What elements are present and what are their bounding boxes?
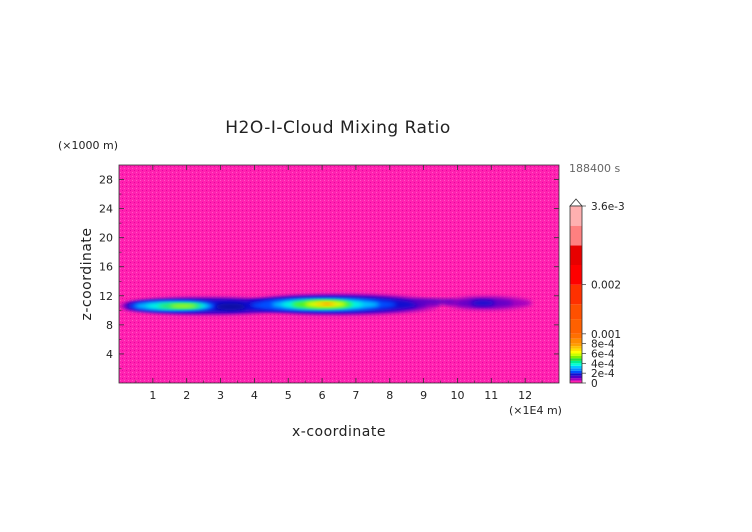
colorbar-band [570,346,582,349]
colorbar-band [570,380,582,383]
colorbar-band [570,351,582,354]
colorbar-band [570,245,582,265]
y-tick-label: 12 [99,290,113,303]
x-axis-label: x-coordinate [292,424,386,440]
cloud-band [119,294,532,315]
x-tick-label: 2 [183,389,190,402]
cloud-contour [169,304,197,308]
colorbar-band [570,365,582,369]
chart-title: H2O-I-Cloud Mixing Ratio [225,118,451,138]
y-ticks: 4 8 12 16 20 24 28 [99,174,559,369]
cloud-contour [410,299,458,305]
colorbar-band [570,284,582,305]
x-tick-label: 12 [518,389,532,402]
colorbar-tick-label: 0.001 [591,329,621,341]
y-tick-label: 8 [106,319,113,332]
colorbar-band [570,360,582,364]
colorbar-band [570,368,582,371]
colorbar-overflow-arrow [569,198,583,207]
colorbar-band [570,378,582,381]
cloud-contour [471,300,495,306]
colorbar-band [570,319,582,334]
colorbar-tick-label: 4e-4 [591,358,615,370]
x-tick-label: 3 [217,389,224,402]
x-tick-label: 8 [386,389,393,402]
y-axis-label: z-coordinate [79,227,95,320]
colorbar-frame [569,205,583,384]
colorbar-band [570,225,582,246]
x-unit-label: (×1E4 m) [509,404,562,417]
y-tick-label: 4 [106,348,113,361]
colorbar-tick-label: 0.002 [591,280,621,292]
x-tick-label: 11 [484,389,498,402]
colorbar-tick-label: 0 [591,378,598,390]
colorbar-tick-label: 6e-4 [591,349,615,361]
x-tick-label: 7 [352,389,359,402]
colorbar-band [570,373,582,376]
x-tick-label: 4 [251,389,258,402]
colorbar-band [570,333,582,339]
cloud-contour [215,303,246,310]
x-ticks: 1 2 3 4 5 6 7 8 9 10 11 12 [135,165,543,402]
colorbar-band [570,375,582,379]
colorbar-tick-label: 3.6e-3 [591,201,625,213]
colorbar-band [570,265,582,285]
x-tick-label: 5 [285,389,292,402]
y-tick-label: 16 [99,261,113,274]
colorbar-band [570,338,582,344]
x-tick-label: 6 [319,389,326,402]
plot-area [118,164,560,384]
colorbar-band [570,355,582,359]
y-tick-label: 20 [99,232,113,245]
cloud-contour [322,302,332,305]
x-tick-label: 10 [450,389,464,402]
colorbar-band [570,363,582,366]
colorbar-tick-label: 2e-4 [591,368,615,380]
plot-background [119,165,559,383]
colorbar-tick-label: 8e-4 [591,339,615,351]
colorbar-band [570,358,582,361]
colorbar-band [570,304,582,320]
colorbar-band [570,353,582,356]
x-tick-label: 1 [149,389,156,402]
y-unit-label: (×1000 m) [58,139,118,152]
time-label: 188400 s [569,162,620,175]
x-tick-label: 9 [420,389,427,402]
colorbar-band [570,206,582,226]
y-tick-label: 28 [99,174,113,187]
colorbar-band [570,370,582,374]
y-tick-label: 24 [99,203,113,216]
colorbar-band [570,348,582,352]
colorbar-band [570,343,582,347]
